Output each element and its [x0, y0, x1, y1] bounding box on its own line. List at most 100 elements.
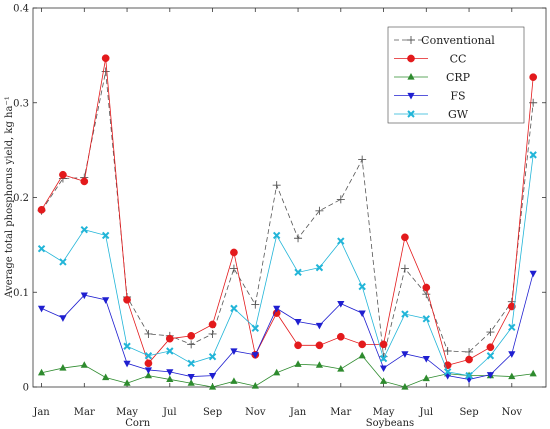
data-point [294, 234, 303, 243]
data-point [123, 379, 131, 386]
y-tick-label: 0.3 [13, 98, 29, 109]
data-point [208, 383, 217, 390]
legend: Conventional CC CRP FS GW [387, 26, 525, 124]
data-point [165, 334, 174, 343]
data-point [379, 340, 388, 349]
data-point [187, 331, 196, 340]
legend-label: FS [450, 90, 465, 103]
legend-marker [407, 36, 415, 44]
data-point [486, 372, 495, 379]
data-point [465, 347, 474, 356]
data-point [59, 258, 67, 266]
x-tick-label: Mar [330, 407, 351, 418]
data-point [508, 372, 516, 380]
data-point [508, 323, 516, 332]
y-tick-label: 0.4 [13, 4, 29, 15]
data-point [315, 341, 324, 350]
x-tick-label: Jul [162, 407, 177, 418]
data-point [529, 73, 538, 82]
data-point [273, 305, 281, 313]
data-point [273, 368, 281, 376]
data-point [272, 181, 281, 190]
data-point [508, 351, 516, 358]
data-point [336, 332, 345, 341]
series-line [41, 273, 534, 380]
data-point [208, 373, 217, 380]
data-point [59, 170, 67, 179]
data-point [208, 329, 217, 338]
data-point [401, 351, 409, 358]
data-point [422, 374, 430, 382]
legend-item: GW [394, 108, 469, 121]
legend-item: CRP [394, 71, 471, 84]
data-point [59, 315, 67, 322]
data-point [358, 310, 366, 318]
legend-marker [407, 110, 415, 118]
data-point [37, 244, 46, 253]
data-point [529, 270, 537, 278]
data-point [37, 205, 46, 214]
legend-label: Conventional [421, 34, 495, 47]
data-point [208, 320, 217, 329]
data-point [465, 371, 473, 380]
x-tick-label: Sep [203, 407, 222, 418]
data-point [251, 382, 259, 389]
data-point [102, 297, 110, 304]
data-point [294, 268, 302, 277]
x-tick-label: Sep [459, 407, 478, 418]
data-point [422, 355, 430, 363]
data-point [187, 359, 195, 368]
data-point [529, 369, 537, 377]
legend-item: Conventional [394, 34, 495, 47]
data-point [144, 352, 153, 360]
legend-label: CRP [446, 71, 471, 84]
data-point [400, 264, 409, 273]
data-point [229, 264, 238, 273]
x-tick-label: Nov [245, 407, 266, 418]
data-point [80, 292, 88, 300]
x-group-label: Soybeans [366, 418, 414, 429]
data-point [251, 300, 260, 309]
data-point [486, 352, 495, 360]
data-point [123, 360, 131, 368]
data-point [101, 54, 110, 63]
data-point [80, 177, 89, 186]
axis-ticks: 0 0.1 0.2 0.3 0.4 Jan Mar May Jul Sep Nov Jan Mar May… [13, 4, 546, 418]
data-point [37, 305, 46, 313]
x-tick-label: May [373, 407, 395, 418]
data-point [166, 369, 174, 376]
data-point [486, 343, 495, 352]
x-group-label: Corn [125, 418, 150, 429]
data-point [166, 375, 174, 383]
data-point [336, 195, 345, 204]
data-point [358, 155, 367, 164]
data-point [443, 346, 452, 355]
data-point [59, 364, 67, 371]
x-tick-label: Jul [418, 407, 433, 418]
data-point [401, 310, 409, 318]
data-point [102, 373, 110, 381]
data-point [315, 361, 324, 368]
data-point [37, 368, 46, 376]
data-point [230, 248, 238, 257]
data-point [80, 361, 88, 368]
data-point [144, 371, 153, 379]
data-point [422, 315, 431, 323]
data-point [315, 322, 324, 330]
legend-item: CC [394, 53, 466, 66]
legend-marker [407, 92, 415, 100]
data-point [465, 355, 473, 364]
data-point [379, 377, 388, 384]
data-point [251, 324, 260, 332]
data-point [358, 282, 366, 291]
data-point [486, 328, 495, 337]
x-tick-label: Nov [502, 407, 523, 418]
data-point [358, 340, 367, 349]
data-point [401, 233, 409, 242]
data-point [507, 302, 516, 311]
y-axis-label: Average total phosphorus yield, kg ha⁻¹ [4, 96, 15, 298]
data-point [187, 373, 195, 381]
data-point [123, 295, 131, 304]
legend-label: GW [448, 108, 469, 121]
